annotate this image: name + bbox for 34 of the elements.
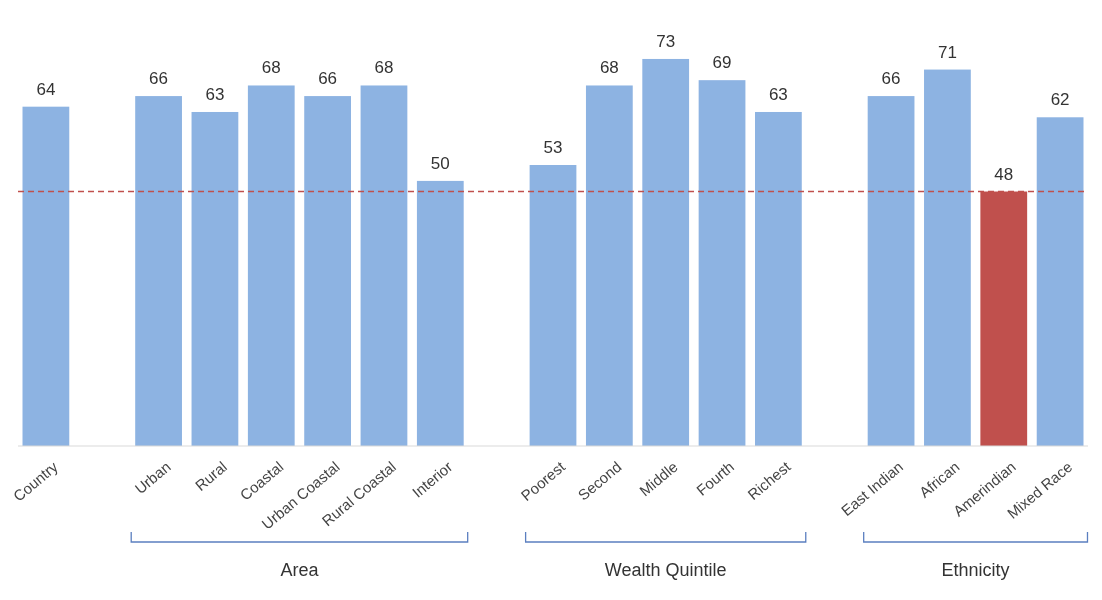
data-label: 63 [205,84,225,104]
data-label: 69 [712,53,732,73]
data-label: 68 [374,58,394,78]
bar [642,58,690,446]
bar [867,96,915,446]
bar [416,180,464,446]
data-label: 68 [261,58,281,78]
data-label: 53 [543,138,563,157]
data-label: 50 [430,153,450,173]
data-label: 62 [1050,90,1070,110]
bar [304,96,351,446]
data-label: 71 [937,42,957,62]
bar [247,85,295,446]
data-label: 66 [881,69,901,89]
data-label: 64 [36,79,56,99]
text: Ethnicity [941,560,1010,580]
data-label: 73 [656,31,676,51]
bar [22,106,70,446]
bar [135,96,182,446]
text: Area [280,560,320,580]
text: Wealth Quintile [604,560,727,580]
data-label: 63 [768,84,788,104]
bar [755,111,802,446]
bar [585,85,633,446]
bar [924,69,971,446]
bar [698,80,746,446]
data-label: 66 [149,69,169,89]
data-label: 66 [318,69,338,89]
data-label: 48 [994,164,1014,184]
bar [360,85,408,446]
bar [529,165,577,446]
bar [191,111,239,446]
data-label: 68 [599,58,619,78]
bar [1036,117,1084,446]
